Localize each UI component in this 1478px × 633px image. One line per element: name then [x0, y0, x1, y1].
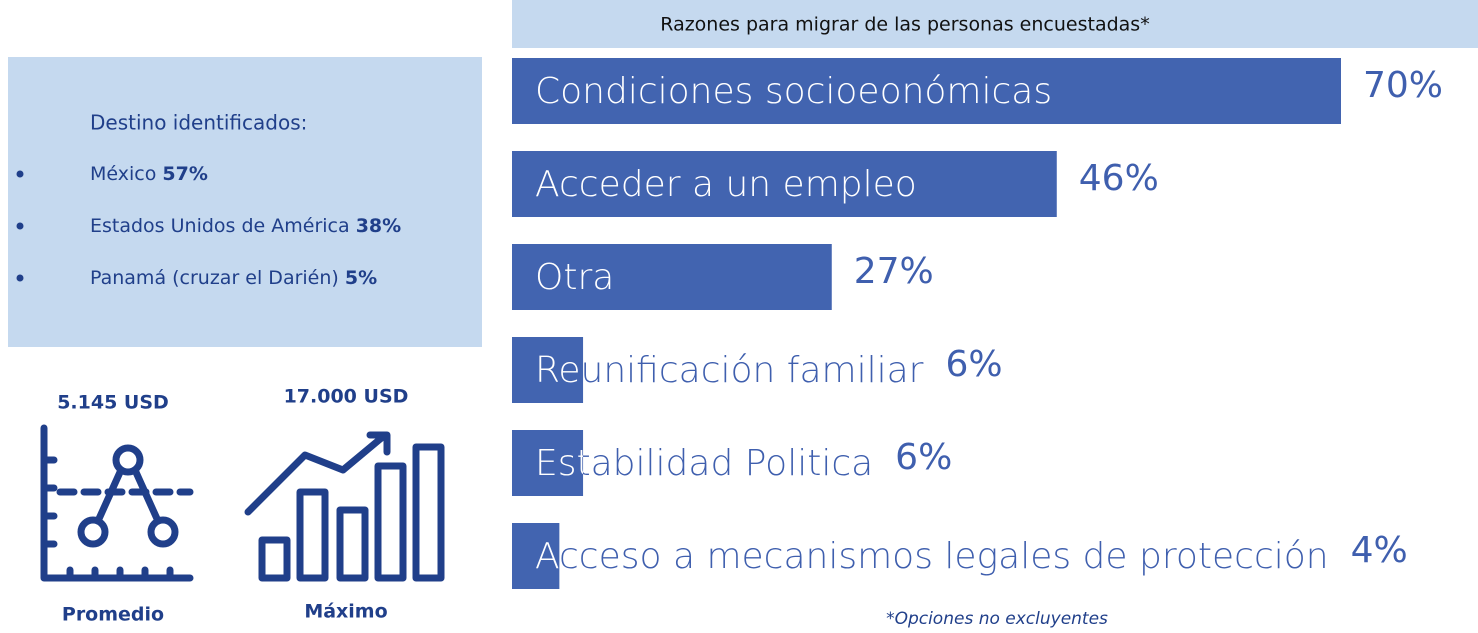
category-label-on-bar: Acceso a mecanismos legales de protecció…	[535, 536, 1329, 577]
bar	[512, 58, 1341, 124]
bar	[512, 151, 1057, 217]
destination-name: Panamá (cruzar el Darién)	[90, 267, 339, 289]
value-label: 6%	[945, 344, 1002, 385]
value-label: 6%	[895, 437, 952, 478]
title-band	[512, 0, 1478, 48]
bar	[512, 244, 832, 310]
bullet	[16, 274, 24, 282]
cost-stats: 5.145 USD Promedio 17.000 USD Máximo	[57, 386, 408, 626]
bullet	[16, 222, 24, 230]
cost-label: Promedio	[62, 604, 164, 626]
category-label: Estabilidad Politica	[535, 443, 873, 484]
category-label: Reunificación familiar	[535, 350, 924, 391]
value-label: 46%	[1079, 158, 1159, 199]
destination-share: 57%	[162, 163, 207, 185]
category-label-on-bar: Estabilidad Politica	[535, 443, 873, 484]
category-label: Otra	[535, 257, 614, 298]
category-label-on-bar: Reunificación familiar	[535, 350, 924, 391]
chart-title: Razones para migrar de las personas encu…	[660, 14, 1149, 36]
destination-share: 5%	[345, 267, 377, 289]
destinations-panel	[8, 57, 482, 347]
value-label: 70%	[1363, 65, 1443, 106]
bar	[512, 430, 584, 496]
cost-value: 5.145 USD	[57, 392, 169, 414]
destination-name: Estados Unidos de América	[90, 215, 350, 237]
bullet	[16, 170, 24, 178]
value-label: 27%	[854, 251, 934, 292]
destination-list: México 57% Estados Unidos de América 38% P…	[16, 163, 401, 289]
category-label: Condiciones socioeonómicas	[535, 71, 1052, 112]
category-label-on-bar: Condiciones socioeonómicas	[535, 71, 1052, 112]
destination-item: Panamá (cruzar el Darién) 5%	[90, 267, 377, 289]
bar	[512, 337, 584, 403]
cost-value: 17.000 USD	[284, 386, 409, 408]
category-label: Acceso a mecanismos legales de protecció…	[535, 536, 1329, 577]
bar	[512, 523, 560, 589]
average-icon	[40, 424, 194, 582]
destinations-title: Destino identificados:	[90, 111, 307, 135]
category-label: Acceder a un empleo	[535, 164, 917, 205]
value-label: 4%	[1351, 530, 1408, 571]
destination-item: México 57%	[90, 163, 208, 185]
destination-name: México	[90, 163, 156, 185]
cost-label: Máximo	[304, 601, 387, 623]
category-label-on-bar: Acceder a un empleo	[535, 164, 917, 205]
footnote: *Opciones no excluyentes	[886, 609, 1108, 629]
max-icon	[244, 431, 445, 582]
destination-item: Estados Unidos de América 38%	[90, 215, 401, 237]
category-label-on-bar: Otra	[535, 257, 614, 298]
destination-share: 38%	[356, 215, 401, 237]
